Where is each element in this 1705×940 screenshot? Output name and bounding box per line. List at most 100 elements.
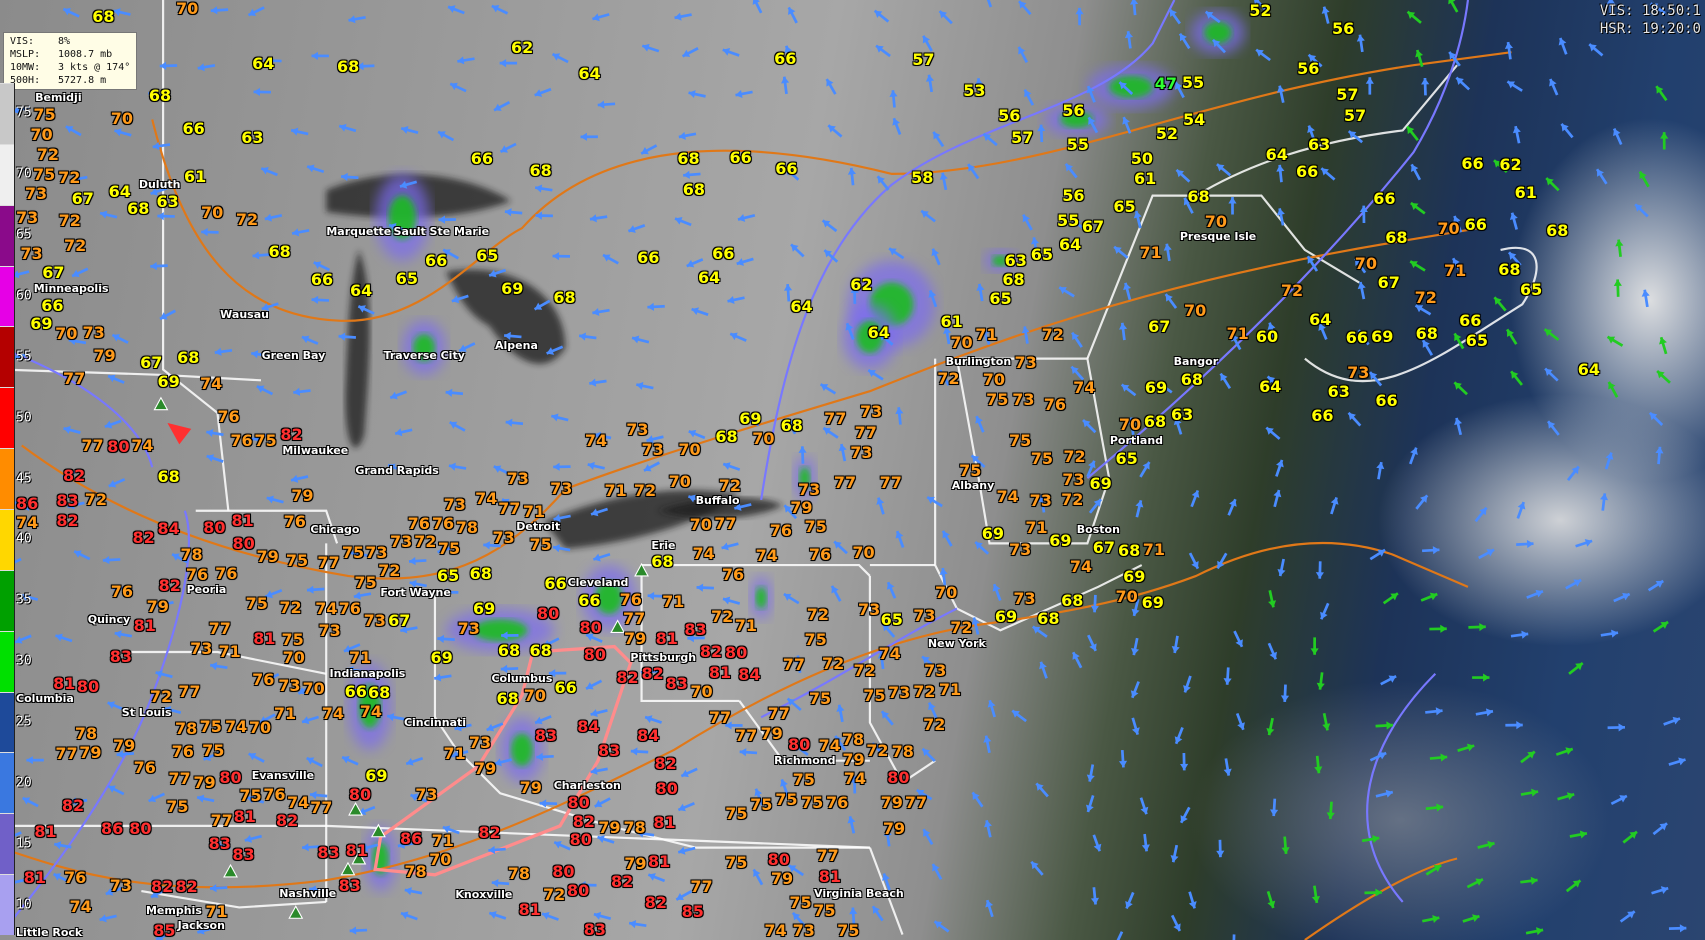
wind-arrow — [1116, 931, 1124, 940]
city-label: Knoxville — [455, 887, 513, 901]
storm-report-icon — [370, 823, 386, 838]
temperature-label: 81 — [518, 899, 541, 919]
temperature-label: 68 — [268, 241, 291, 261]
wind-arrow-head — [1359, 205, 1368, 213]
temperature-label: 67 — [1081, 216, 1105, 236]
temperature-label: 69 — [1141, 592, 1164, 612]
wind-arrow-head — [1565, 747, 1573, 755]
wind-arrow-head — [879, 333, 887, 341]
wind-arrow-head — [892, 118, 900, 126]
temperature-label: 73 — [415, 785, 438, 805]
wind-arrow-head — [1174, 736, 1183, 744]
wind-arrow-head — [1558, 38, 1567, 46]
temperature-label: 74 — [584, 430, 608, 450]
temperature-label: 85 — [681, 901, 704, 921]
city-label: Pittsburgh — [630, 650, 697, 664]
temperature-label: 81 — [233, 807, 256, 827]
wind-arrow-head — [1176, 169, 1185, 178]
wind-arrow-head — [1386, 721, 1393, 730]
temperature-label: 79 — [882, 819, 906, 839]
temperature-label: 74 — [692, 543, 715, 563]
wind-arrow-head — [939, 567, 948, 575]
wind-arrow-head — [1228, 197, 1237, 204]
wind-arrow-head — [155, 933, 164, 940]
wind-arrow-head — [1613, 279, 1622, 286]
wind-arrow-head — [754, 788, 763, 797]
wind-arrow-head — [838, 444, 847, 452]
wind-arrow-head — [847, 816, 856, 824]
wind-arrow-head — [346, 666, 354, 675]
temperature-label: 67 — [388, 611, 411, 631]
wind-arrow-head — [309, 885, 317, 894]
wind-arrow-head — [1655, 446, 1664, 454]
wind-arrow-head — [263, 675, 271, 683]
temperature-label: 80 — [567, 792, 590, 812]
temperature-label: 71 — [431, 831, 454, 851]
temperature-label: 70 — [668, 472, 691, 492]
wind-arrow-head — [360, 843, 369, 852]
wind-arrow-head — [500, 145, 509, 153]
wind-arrow-head — [1326, 812, 1335, 820]
risk-outline — [373, 644, 633, 877]
wind-arrow-head — [1173, 417, 1182, 426]
temperature-label: 69 — [981, 524, 1005, 544]
wind-arrow-head — [252, 251, 260, 260]
temperature-label: 66 — [310, 269, 334, 289]
temperature-label: 79 — [790, 498, 813, 518]
temperature-label: 70 — [1184, 301, 1207, 321]
temperature-label: 64 — [867, 323, 890, 343]
wind-arrow-head — [923, 829, 931, 837]
temperature-label: 81 — [34, 822, 57, 842]
wind-arrow-head — [1223, 768, 1232, 776]
wind-arrow-head — [630, 747, 638, 756]
temperature-label: 67 — [42, 263, 65, 283]
temperature-label: 76 — [808, 545, 832, 565]
temperature-label: 83 — [583, 920, 607, 940]
city-label: Richmond — [774, 754, 836, 768]
wind-arrow-head — [1660, 132, 1669, 139]
temperature-label: 64 — [1309, 310, 1332, 330]
wind-arrow-head — [1575, 663, 1583, 671]
temperature-label: 73 — [641, 439, 664, 459]
temperature-label: 72 — [633, 480, 657, 500]
wind-arrow-head — [883, 829, 892, 837]
wind-arrow-head — [1454, 382, 1462, 390]
wind-arrow-head — [505, 418, 513, 427]
wind-arrow-head — [390, 391, 398, 400]
wind-arrow-head — [739, 748, 747, 757]
wind-arrow — [1448, 0, 1459, 13]
wind-arrow-head — [742, 417, 751, 425]
temperature-label: 78 — [891, 741, 914, 761]
wind-arrow-head — [1544, 329, 1553, 337]
wind-arrow-head — [1314, 766, 1323, 774]
wind-arrow-head — [927, 496, 935, 504]
wind-arrow-head — [1358, 330, 1366, 338]
wind-arrow-head — [152, 142, 160, 151]
wind-arrow-head — [291, 127, 299, 136]
temperature-label: 72 — [821, 653, 845, 673]
city-label: Wausau — [220, 308, 269, 322]
radar-echo-core — [511, 733, 533, 767]
wind-arrow-head — [579, 881, 586, 890]
wind-arrow-head — [939, 172, 948, 180]
temperature-label: 52 — [1155, 124, 1179, 144]
wind-arrow-head — [358, 305, 366, 313]
wind-arrow-head — [687, 634, 694, 643]
temperature-label: 63 — [1004, 251, 1027, 271]
wind-arrow-head — [1131, 608, 1140, 616]
temperature-label: 73 — [16, 208, 39, 228]
wind-arrow-head — [1140, 806, 1149, 815]
temperature-label: 73 — [1347, 363, 1370, 383]
wind-arrow-head — [265, 590, 274, 599]
wind-arrow-head — [868, 370, 876, 377]
temperature-label: 72 — [378, 561, 401, 581]
temperature-label: 79 — [760, 724, 783, 744]
wind-arrow-head — [788, 7, 796, 16]
wind-arrow-head — [160, 312, 168, 320]
wind-arrow-head — [291, 474, 299, 483]
temperature-label: 77 — [824, 409, 847, 429]
hsr-timestamp: HSR: 19:20:0 — [1599, 21, 1701, 37]
wind-arrow-head — [1180, 763, 1189, 771]
city-label: Sault Ste Marie — [393, 224, 490, 238]
